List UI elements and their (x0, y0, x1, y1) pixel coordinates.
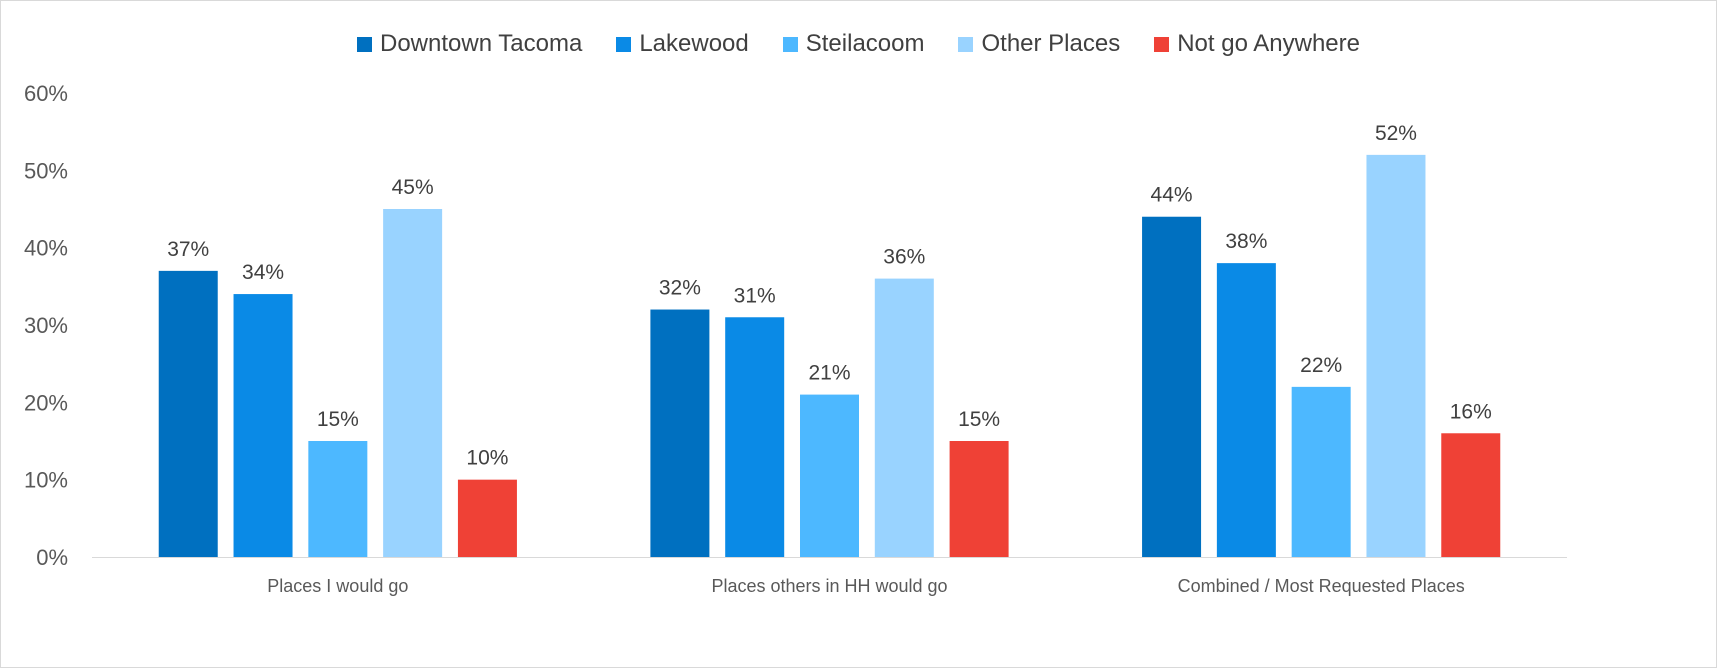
y-tick-label: 0% (36, 545, 68, 570)
bar (1441, 433, 1501, 557)
bar (383, 209, 443, 557)
bar (1366, 154, 1426, 557)
y-tick-label: 60% (24, 81, 68, 106)
legend: Downtown Tacoma Lakewood Steilacoom Other P… (0, 30, 1717, 58)
data-label: 15% (958, 408, 1000, 431)
legend-swatch (357, 36, 372, 52)
legend-item: Other Places (958, 30, 1120, 58)
data-label: 44% (1151, 184, 1193, 207)
bar (457, 479, 517, 557)
legend-swatch (616, 36, 632, 52)
data-label: 52% (1375, 122, 1417, 145)
bar (1142, 216, 1202, 557)
legend-label: Downtown Tacoma (380, 30, 583, 57)
data-label: 32% (659, 277, 701, 300)
bar (949, 441, 1009, 557)
data-label: 22% (1300, 354, 1342, 377)
legend-item: Steilacoom (782, 30, 925, 58)
data-label: 15% (317, 408, 359, 431)
legend-label: Steilacoom (805, 30, 925, 57)
legend-label: Other Places (981, 30, 1121, 57)
data-label: 37% (167, 238, 209, 261)
bar (800, 394, 859, 557)
legend-swatch (1154, 36, 1170, 52)
data-label: 21% (808, 362, 850, 385)
data-label: 36% (883, 246, 925, 269)
x-category-label: Places I would go (267, 576, 408, 596)
bar (1291, 386, 1351, 557)
data-label: 38% (1225, 230, 1267, 253)
data-label: 16% (1450, 400, 1492, 423)
x-category-label: Combined / Most Requested Places (1178, 576, 1465, 596)
legend-label: Not go Anywhere (1177, 30, 1360, 57)
y-tick-label: 20% (24, 390, 68, 415)
bar (1216, 263, 1276, 557)
bar (874, 278, 934, 557)
bar (158, 270, 218, 557)
bar (308, 441, 368, 557)
y-tick-label: 40% (24, 236, 68, 261)
legend-item: Lakewood (616, 30, 749, 58)
y-tick-label: 10% (24, 468, 68, 493)
x-category-label: Places others in HH would go (711, 576, 947, 596)
y-tick-label: 50% (24, 158, 68, 183)
legend-item: Not go Anywhere (1154, 30, 1360, 58)
data-label: 45% (392, 176, 434, 199)
bar (725, 317, 785, 557)
data-label: 34% (242, 261, 284, 284)
data-label: 10% (466, 447, 508, 470)
legend-swatch (782, 36, 798, 52)
bar (233, 294, 293, 557)
legend-item: Downtown Tacoma (357, 30, 582, 58)
legend-label: Lakewood (639, 30, 749, 57)
y-tick-label: 30% (24, 313, 68, 338)
bar (650, 309, 710, 557)
legend-swatch (958, 36, 974, 52)
data-label: 31% (734, 284, 776, 307)
